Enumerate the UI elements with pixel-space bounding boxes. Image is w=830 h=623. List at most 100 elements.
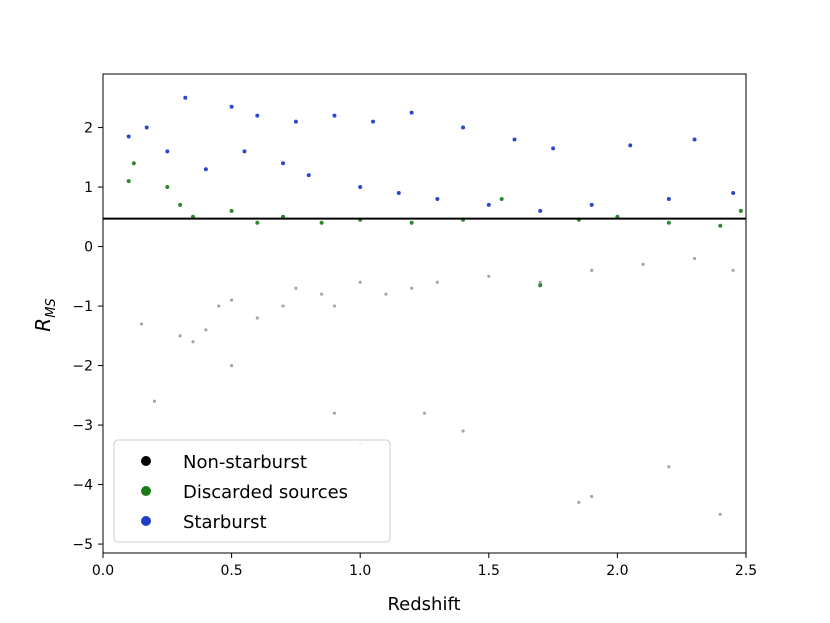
legend-label-discarded: Discarded sources xyxy=(183,482,348,503)
point-discarded-sources xyxy=(131,161,136,166)
point-starburst xyxy=(144,125,149,130)
point-starburst xyxy=(358,185,363,190)
point-non-starburst xyxy=(332,411,337,415)
point-starburst xyxy=(435,196,440,201)
point-non-starburst xyxy=(410,286,414,290)
point-non-starburst xyxy=(718,512,722,516)
point-non-starburst xyxy=(692,256,697,261)
point-non-starburst xyxy=(230,298,234,302)
point-non-starburst xyxy=(255,316,259,320)
point-non-starburst xyxy=(435,280,439,284)
point-non-starburst xyxy=(217,304,221,308)
point-discarded-sources xyxy=(738,208,743,213)
point-starburst xyxy=(255,113,260,118)
y-axis-label-main: R xyxy=(31,318,55,332)
point-discarded-sources xyxy=(499,196,504,201)
point-non-starburst xyxy=(191,340,195,344)
y-axis-label-sub: MS xyxy=(44,298,59,317)
legend-box xyxy=(113,439,391,543)
point-non-starburst xyxy=(422,411,427,415)
point-non-starburst xyxy=(281,304,285,308)
point-starburst xyxy=(409,110,414,115)
y-tick-label: 0 xyxy=(84,240,93,256)
point-non-starburst xyxy=(384,292,388,296)
legend-label-non-starburst: Non-starburst xyxy=(183,452,307,473)
point-starburst xyxy=(242,149,247,154)
x-tick-label: 0.5 xyxy=(220,563,242,579)
point-starburst xyxy=(628,143,633,148)
y-tick-label: −3 xyxy=(72,418,93,434)
point-non-starburst xyxy=(320,292,324,296)
point-non-starburst xyxy=(731,268,735,272)
point-starburst xyxy=(165,149,170,154)
y-tick-label: −1 xyxy=(72,299,93,315)
point-starburst xyxy=(293,119,298,124)
point-discarded-sources xyxy=(409,220,414,225)
legend: Non-starburst Discarded sources Starburs… xyxy=(113,439,391,543)
point-non-starburst xyxy=(204,328,208,332)
point-non-starburst xyxy=(230,363,234,368)
point-starburst xyxy=(589,202,594,207)
point-non-starburst xyxy=(590,268,594,272)
point-non-starburst xyxy=(152,399,157,403)
point-non-starburst xyxy=(332,304,337,308)
y-axis: 2 1 0 −1 −2 −3 −4 −5 xyxy=(72,121,103,553)
point-starburst xyxy=(512,137,517,142)
y-tick-label: −5 xyxy=(72,537,93,553)
point-starburst xyxy=(486,202,491,207)
point-discarded-sources xyxy=(178,202,183,207)
point-starburst xyxy=(332,113,337,118)
point-non-starburst xyxy=(590,494,594,499)
legend-marker-discarded xyxy=(141,486,151,496)
point-starburst xyxy=(229,104,234,109)
point-starburst xyxy=(306,173,311,178)
point-discarded-sources xyxy=(165,185,170,190)
point-non-starburst xyxy=(461,429,465,433)
x-axis-label: Redshift xyxy=(387,594,460,615)
y-tick-label: −4 xyxy=(72,478,93,494)
point-non-starburst xyxy=(139,322,144,326)
point-starburst xyxy=(461,125,466,130)
legend-marker-non-starburst xyxy=(141,456,151,466)
point-non-starburst xyxy=(358,280,362,284)
point-discarded-sources xyxy=(126,179,131,184)
x-tick-label: 1.5 xyxy=(478,563,500,579)
legend-label-starburst: Starburst xyxy=(183,512,267,533)
point-non-starburst xyxy=(641,262,645,267)
point-starburst xyxy=(396,191,401,196)
x-tick-label: 1.0 xyxy=(349,563,371,579)
point-starburst xyxy=(183,95,188,100)
point-starburst xyxy=(666,196,671,201)
point-starburst xyxy=(551,146,556,151)
point-starburst xyxy=(281,161,286,166)
point-non-starburst xyxy=(577,500,581,505)
point-non-starburst xyxy=(178,334,182,338)
y-tick-label: 2 xyxy=(84,121,93,137)
x-tick-label: 2.0 xyxy=(606,563,628,579)
point-starburst xyxy=(126,134,131,139)
y-tick-label: 1 xyxy=(84,180,93,196)
x-axis: 0.0 0.5 1.0 1.5 2.0 2.5 xyxy=(92,553,757,579)
point-starburst xyxy=(538,208,543,213)
point-non-starburst xyxy=(538,280,542,284)
point-starburst xyxy=(203,167,208,172)
point-discarded-sources xyxy=(718,223,723,228)
point-starburst xyxy=(731,191,736,196)
x-tick-label: 0.0 xyxy=(92,563,114,579)
point-discarded-sources xyxy=(538,283,543,288)
point-discarded-sources xyxy=(666,220,671,225)
point-non-starburst xyxy=(487,274,491,278)
plot-frame xyxy=(102,73,747,554)
legend-marker-starburst xyxy=(141,516,151,526)
point-starburst xyxy=(371,119,376,124)
point-discarded-sources xyxy=(229,208,234,213)
point-non-starburst xyxy=(667,465,671,469)
points-layer xyxy=(126,95,743,516)
point-discarded-sources xyxy=(255,220,260,225)
x-tick-label: 2.5 xyxy=(735,563,757,579)
point-discarded-sources xyxy=(319,220,324,225)
point-non-starburst xyxy=(294,286,298,290)
y-tick-label: −2 xyxy=(72,359,93,375)
y-axis-label: RMS xyxy=(31,298,59,331)
